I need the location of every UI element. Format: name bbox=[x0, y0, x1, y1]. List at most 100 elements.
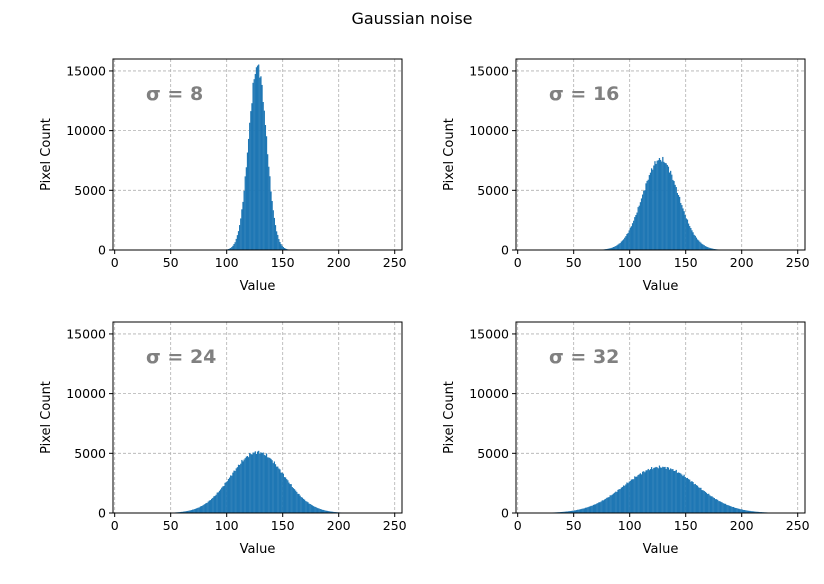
histogram-bar bbox=[591, 505, 593, 513]
histogram-bar bbox=[644, 472, 646, 513]
histogram-bar bbox=[184, 511, 186, 513]
histogram-bar bbox=[685, 478, 687, 513]
histogram-bar bbox=[724, 503, 727, 513]
histogram-bar bbox=[183, 511, 185, 513]
histogram-bar bbox=[583, 508, 586, 513]
histogram-bar bbox=[233, 244, 235, 250]
histogram-bar bbox=[234, 242, 236, 250]
histogram-bar bbox=[211, 498, 213, 513]
histogram-bar bbox=[633, 220, 635, 250]
y-tick-label: 10000 bbox=[469, 386, 509, 401]
histogram-bar bbox=[247, 138, 250, 250]
histogram-bar bbox=[600, 501, 602, 513]
histogram-bar bbox=[275, 231, 278, 250]
histogram-bar bbox=[678, 472, 681, 513]
histogram-bar bbox=[588, 506, 590, 513]
x-tick-label: 0 bbox=[111, 518, 119, 533]
histogram-bar bbox=[614, 492, 616, 513]
histogram-bar bbox=[199, 506, 202, 513]
histogram-bar bbox=[291, 487, 293, 513]
histogram-bar bbox=[667, 467, 670, 513]
x-tick-label: 200 bbox=[327, 518, 351, 533]
histogram-bars bbox=[584, 156, 737, 250]
histogram-bar bbox=[256, 65, 259, 250]
histogram-bar bbox=[619, 243, 621, 250]
y-axis-label: Pixel Count bbox=[442, 118, 457, 191]
histogram-bar bbox=[228, 477, 231, 513]
histogram-bar bbox=[265, 453, 268, 513]
histogram-bar bbox=[311, 505, 314, 513]
histogram-bar bbox=[607, 497, 609, 513]
histogram-bar bbox=[324, 510, 326, 513]
histogram-bar bbox=[607, 248, 609, 250]
x-tick-label: 100 bbox=[215, 518, 239, 533]
histogram-bar bbox=[698, 240, 700, 250]
x-axis-label: Value bbox=[643, 279, 679, 294]
histogram-bar bbox=[710, 496, 712, 513]
histogram-bar bbox=[612, 493, 615, 513]
histogram-bar bbox=[674, 470, 676, 513]
histogram-bar bbox=[241, 459, 243, 513]
histogram-bar bbox=[635, 476, 637, 513]
histogram-bar bbox=[618, 489, 620, 513]
histogram-bar bbox=[302, 498, 305, 513]
histogram-bar bbox=[566, 511, 569, 513]
histogram-bar bbox=[721, 502, 723, 513]
histogram-bar bbox=[683, 474, 685, 513]
histogram-bar bbox=[719, 501, 721, 513]
histogram-bar bbox=[606, 497, 608, 513]
histogram-bar bbox=[648, 470, 651, 513]
histogram-bar bbox=[307, 502, 309, 513]
histogram-bar bbox=[692, 482, 694, 513]
histogram-bar bbox=[256, 451, 259, 513]
histogram-bar bbox=[297, 493, 299, 513]
axes-frame bbox=[515, 321, 806, 514]
histogram-bar bbox=[645, 470, 647, 513]
histogram-bar bbox=[228, 248, 231, 250]
histogram-bar bbox=[565, 511, 568, 513]
histogram-bar bbox=[571, 510, 573, 513]
histogram-bar bbox=[691, 230, 693, 250]
histogram-bar bbox=[262, 102, 264, 251]
x-tick-label: 50 bbox=[566, 255, 582, 270]
histogram-bar bbox=[670, 468, 672, 513]
histogram-bar bbox=[244, 458, 246, 513]
histogram-bar bbox=[638, 474, 640, 513]
histogram-bar bbox=[240, 218, 242, 250]
histogram-bar bbox=[699, 241, 701, 250]
histogram-bar bbox=[333, 511, 335, 513]
histogram-bar bbox=[634, 476, 636, 513]
histogram-bar bbox=[653, 165, 655, 250]
x-tick-label: 200 bbox=[730, 255, 754, 270]
x-tick-label: 0 bbox=[111, 255, 119, 270]
histogram-bar bbox=[204, 504, 206, 513]
histogram-bar bbox=[255, 67, 258, 250]
histogram-bar bbox=[234, 470, 236, 513]
histogram-bar bbox=[270, 191, 272, 250]
histogram-bar bbox=[596, 503, 598, 513]
histogram-bar bbox=[278, 239, 280, 250]
histogram-bar bbox=[190, 510, 193, 513]
histogram-bar bbox=[317, 508, 319, 513]
histogram-bar bbox=[710, 248, 712, 250]
histogram-bar bbox=[244, 176, 246, 250]
histogram-bar bbox=[260, 76, 262, 251]
histogram-bar bbox=[709, 495, 711, 513]
histogram-bar bbox=[700, 242, 702, 250]
histogram-bar bbox=[225, 482, 227, 513]
histogram-bar bbox=[573, 510, 575, 513]
histogram-bar bbox=[609, 495, 611, 513]
histogram-bar bbox=[692, 232, 694, 250]
histogram-bar bbox=[249, 122, 251, 250]
histogram-bar bbox=[292, 488, 295, 513]
histogram-bar bbox=[202, 505, 204, 513]
histogram-bar bbox=[198, 507, 200, 513]
histogram-bar bbox=[206, 502, 208, 513]
histogram-bar bbox=[594, 504, 597, 513]
y-tick-label: 15000 bbox=[469, 63, 509, 78]
histogram-bar bbox=[239, 225, 241, 250]
histogram-bar bbox=[277, 466, 279, 513]
histogram-bar bbox=[251, 103, 253, 250]
x-tick-label: 50 bbox=[163, 518, 179, 533]
histogram-bar bbox=[702, 244, 704, 250]
